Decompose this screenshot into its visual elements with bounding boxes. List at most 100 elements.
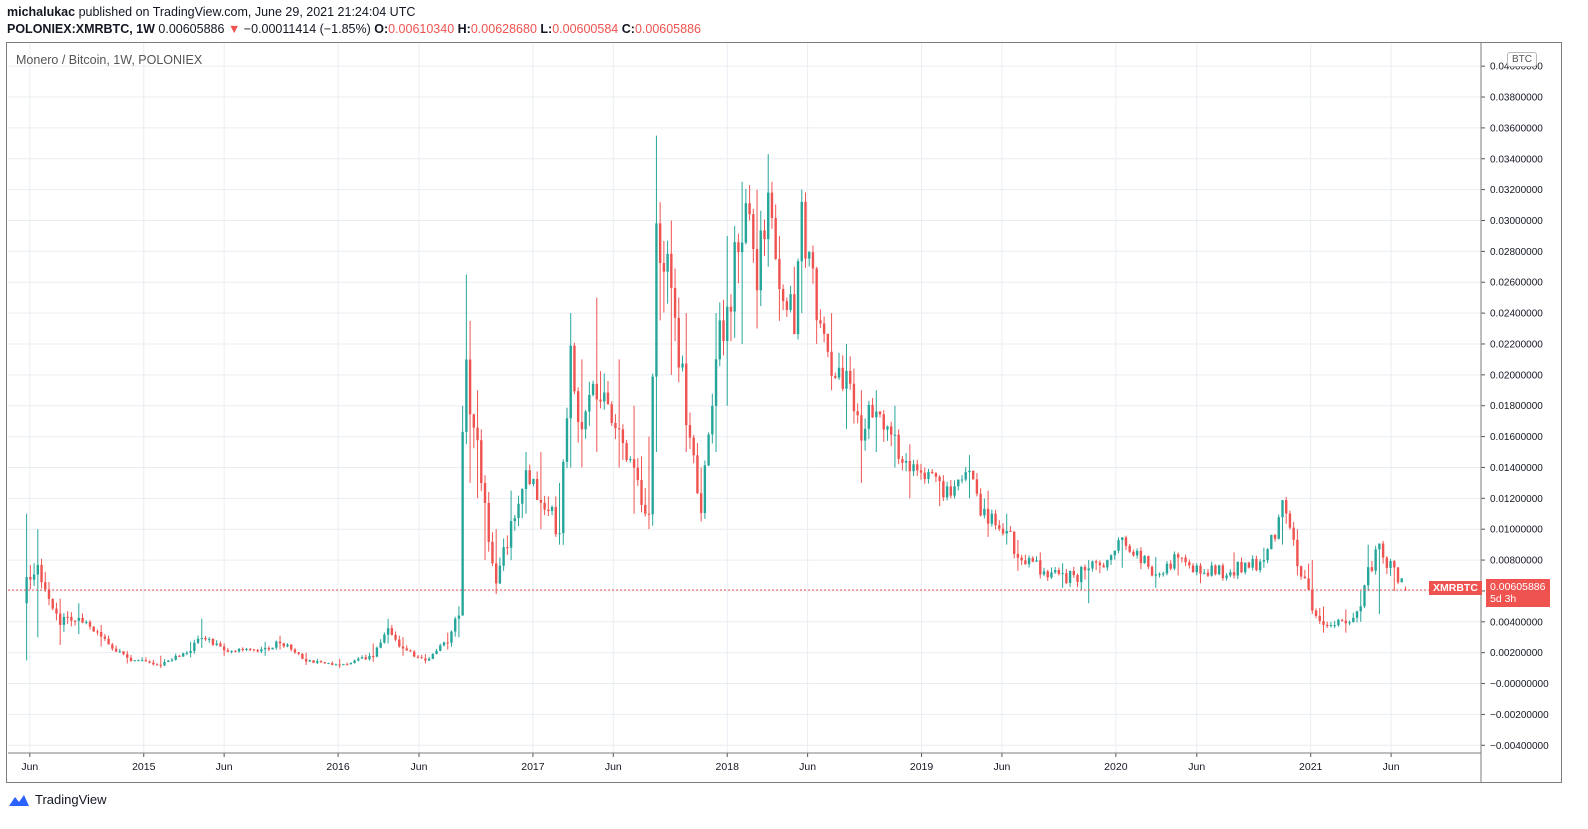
candle-body bbox=[1106, 560, 1109, 568]
candle-body bbox=[1024, 560, 1027, 565]
candle bbox=[528, 464, 531, 486]
candle-body bbox=[670, 253, 673, 288]
chart-frame[interactable] bbox=[6, 42, 1562, 783]
candle-body bbox=[47, 589, 51, 599]
candle-body bbox=[901, 458, 904, 463]
candle-body bbox=[327, 663, 330, 665]
candle-body bbox=[383, 634, 386, 643]
candle bbox=[1281, 500, 1284, 545]
candle bbox=[1128, 543, 1131, 554]
candle-body bbox=[722, 320, 725, 342]
candle-body bbox=[379, 642, 382, 648]
candle bbox=[383, 632, 386, 644]
candle-body bbox=[263, 647, 267, 650]
candle bbox=[767, 154, 770, 267]
candle-body bbox=[431, 654, 435, 659]
candle-body bbox=[1169, 563, 1172, 569]
candle bbox=[1154, 556, 1157, 588]
candle-body bbox=[480, 440, 483, 484]
candle bbox=[699, 467, 703, 522]
candle-body bbox=[1012, 531, 1016, 554]
candle-body bbox=[196, 638, 200, 643]
candle bbox=[1158, 572, 1161, 578]
candle-body bbox=[1094, 561, 1098, 563]
candle-body bbox=[983, 508, 986, 516]
candle bbox=[241, 647, 244, 652]
candle bbox=[1195, 563, 1198, 576]
candle-body bbox=[912, 464, 915, 472]
candle-body bbox=[748, 203, 751, 215]
candle-body bbox=[1042, 571, 1046, 575]
candle-body bbox=[237, 648, 241, 652]
candle bbox=[1012, 531, 1016, 559]
candle bbox=[949, 480, 953, 499]
candle bbox=[174, 653, 177, 661]
candle bbox=[62, 613, 66, 632]
candle bbox=[729, 294, 733, 342]
candle-body bbox=[275, 641, 278, 648]
candle-body bbox=[144, 660, 148, 662]
candle bbox=[625, 439, 628, 463]
y-tick-label: −0.00200000 bbox=[1490, 710, 1549, 721]
candle-body bbox=[1221, 565, 1225, 579]
candle-body bbox=[1158, 573, 1161, 575]
candle bbox=[234, 650, 237, 653]
candle-body bbox=[204, 638, 207, 640]
candle bbox=[1225, 572, 1228, 581]
candle bbox=[644, 488, 647, 517]
candle-body bbox=[1117, 540, 1120, 551]
candle bbox=[1083, 564, 1087, 580]
candle bbox=[852, 368, 856, 424]
candle-body bbox=[1337, 619, 1340, 626]
candle bbox=[249, 647, 252, 652]
candle bbox=[1147, 555, 1150, 570]
candle bbox=[849, 356, 852, 390]
candle bbox=[40, 558, 43, 589]
candle bbox=[703, 460, 707, 519]
candle-body bbox=[163, 661, 166, 666]
candle-body bbox=[256, 650, 259, 652]
candle-body bbox=[1087, 568, 1090, 571]
candle bbox=[1042, 567, 1046, 577]
candle bbox=[353, 659, 356, 664]
candle-body bbox=[923, 472, 926, 479]
candle bbox=[1363, 584, 1366, 609]
candle bbox=[1370, 560, 1374, 573]
candle bbox=[1124, 535, 1128, 551]
candle-body bbox=[856, 411, 859, 416]
candle-body bbox=[1135, 550, 1139, 556]
candle bbox=[938, 475, 941, 507]
candle bbox=[722, 299, 725, 356]
candle bbox=[1009, 526, 1012, 532]
candle-body bbox=[1113, 550, 1116, 556]
candle-body bbox=[576, 391, 580, 422]
candle bbox=[1050, 567, 1053, 579]
candle-body bbox=[636, 467, 639, 481]
y-tick-label: 0.03000000 bbox=[1490, 216, 1543, 227]
candle-body bbox=[114, 648, 118, 652]
candle bbox=[521, 488, 524, 519]
candle bbox=[629, 456, 632, 463]
candle-body bbox=[934, 473, 938, 477]
candle bbox=[1169, 560, 1172, 571]
currency-badge[interactable]: BTC bbox=[1507, 52, 1537, 67]
candle bbox=[1378, 543, 1381, 615]
candle bbox=[1318, 607, 1321, 625]
x-tick-label: 2020 bbox=[1104, 761, 1128, 773]
candle-body bbox=[565, 418, 569, 462]
candle-body bbox=[908, 460, 912, 472]
candle-body bbox=[1046, 571, 1049, 578]
symbol-price-tag: XMRBTC bbox=[1429, 581, 1482, 595]
candle-body bbox=[1273, 534, 1277, 539]
candle-body bbox=[25, 576, 28, 604]
candle-body bbox=[290, 644, 293, 650]
candle bbox=[696, 443, 699, 495]
tradingview-footer[interactable]: TradingView bbox=[8, 792, 107, 807]
candle bbox=[144, 657, 148, 662]
candle bbox=[364, 654, 367, 661]
candle-body bbox=[1154, 574, 1157, 576]
candle bbox=[1053, 566, 1057, 574]
candle bbox=[1400, 578, 1403, 583]
candle bbox=[297, 652, 300, 656]
